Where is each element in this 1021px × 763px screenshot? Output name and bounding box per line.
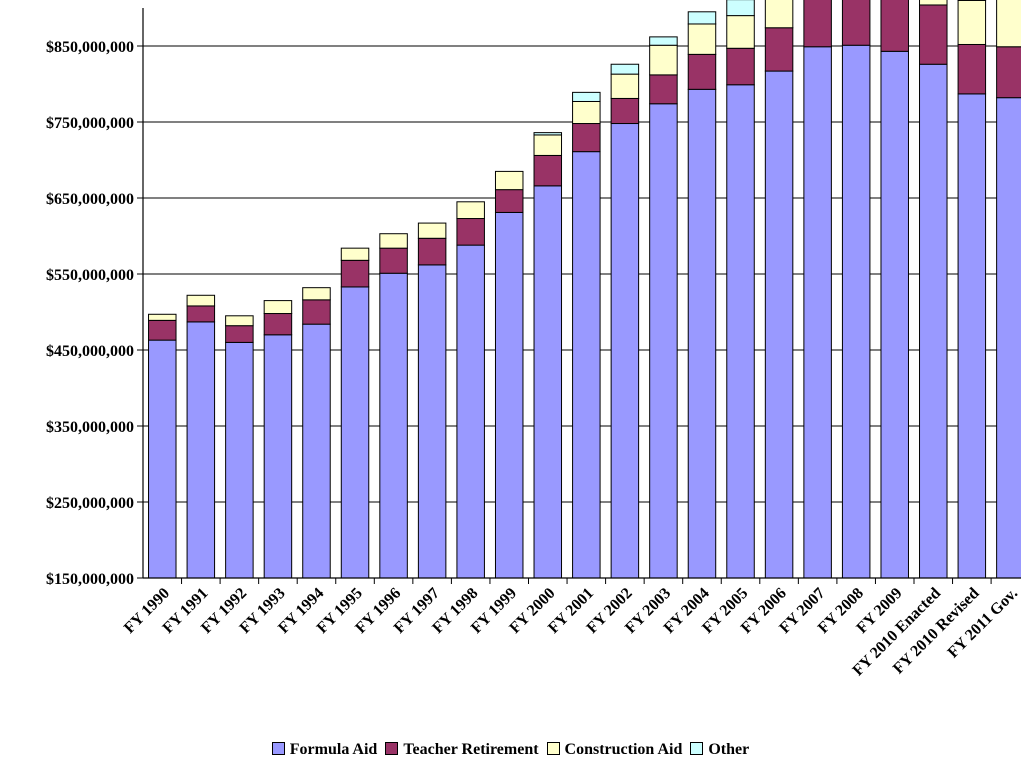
bar-segment-formula-aid — [533, 185, 563, 579]
bar-segment-construction-aid — [340, 247, 370, 261]
bar-segment-teacher-retirement — [225, 325, 254, 343]
bar-segment-formula-aid — [957, 93, 987, 579]
bar-segment-teacher-retirement — [764, 27, 794, 72]
bar-segment-other — [572, 91, 601, 102]
bar-segment-formula-aid — [417, 264, 447, 579]
legend-label: Construction Aid — [564, 741, 683, 758]
legend-item-teacher-retirement: Teacher Retirement — [385, 741, 539, 759]
bar-segment-teacher-retirement — [494, 189, 524, 213]
bar-segment-teacher-retirement — [919, 4, 948, 65]
bar-segment-other — [687, 11, 717, 25]
bar-segment-other — [726, 0, 755, 17]
y-tick-label: $850,000,000 — [46, 39, 134, 56]
bar-segment-construction-aid — [764, 0, 794, 29]
bar-segment-teacher-retirement — [417, 237, 447, 266]
bar-segment-teacher-retirement — [263, 313, 293, 336]
legend-item-other: Other — [690, 741, 749, 759]
bar-segment-construction-aid — [687, 23, 717, 55]
bar-segment-other — [649, 36, 678, 46]
y-tick-label: $650,000,000 — [46, 191, 134, 208]
y-tick-label: $450,000,000 — [46, 343, 134, 360]
bar-segment-formula-aid — [302, 323, 331, 579]
bar-segment-formula-aid — [186, 321, 216, 579]
bar-segment-teacher-retirement — [841, 0, 871, 46]
bar-segment-construction-aid — [263, 300, 293, 315]
legend-swatch — [690, 742, 704, 755]
legend-label: Other — [708, 741, 750, 758]
stacked-bar-chart: $150,000,000 $250,000,000 $350,000,000 $450… — [46, 0, 1021, 680]
bar-segment-formula-aid — [148, 339, 177, 579]
bar-segment-construction-aid — [610, 73, 640, 99]
bar-segment-formula-aid — [225, 341, 254, 579]
bar-segment-other — [610, 63, 640, 75]
y-tick-label: $250,000,000 — [46, 495, 134, 512]
y-axis-tick-labels: $150,000,000 $250,000,000 $350,000,000 $450… — [46, 39, 134, 588]
bar-segment-formula-aid — [494, 211, 524, 579]
legend-label: Teacher Retirement — [403, 741, 539, 758]
bar-segment-teacher-retirement — [186, 305, 216, 323]
bar-segment-teacher-retirement — [379, 247, 408, 274]
legend: Formula Aid Teacher Retirement Constructio… — [0, 741, 1021, 759]
bar-segment-construction-aid — [533, 134, 563, 156]
bar-segment-teacher-retirement — [803, 0, 832, 48]
bar-segment-construction-aid — [494, 170, 524, 191]
bar-segment-formula-aid — [764, 70, 794, 579]
bar-segment-formula-aid — [263, 334, 293, 579]
bar-segment-formula-aid — [456, 244, 485, 579]
bar-segment-construction-aid — [379, 233, 408, 249]
legend-label: Formula Aid — [289, 741, 378, 758]
bar-segment-teacher-retirement — [456, 218, 485, 246]
bar-segment-formula-aid — [340, 286, 370, 579]
bar-segment-construction-aid — [186, 294, 216, 307]
bar-segment-teacher-retirement — [302, 299, 331, 325]
bar-segment-formula-aid — [687, 88, 717, 579]
bar-segment-teacher-retirement — [572, 123, 601, 153]
bar-segment-construction-aid — [456, 201, 485, 220]
bar-segment-teacher-retirement — [533, 154, 563, 187]
bars — [148, 0, 1021, 579]
bar-segment-construction-aid — [996, 0, 1021, 48]
bar-segment-construction-aid — [225, 315, 254, 327]
y-tick-label: $150,000,000 — [46, 571, 134, 588]
bar-segment-teacher-retirement — [340, 259, 370, 288]
axes — [137, 8, 1021, 584]
bar-segment-teacher-retirement — [996, 46, 1021, 99]
legend-swatch — [271, 742, 285, 755]
bar-segment-formula-aid — [572, 151, 601, 579]
bar-segment-formula-aid — [880, 50, 909, 579]
y-tick-label: $750,000,000 — [46, 115, 134, 132]
bar-segment-construction-aid — [572, 100, 601, 125]
bar-segment-construction-aid — [919, 0, 948, 6]
bar-segment-formula-aid — [649, 103, 678, 579]
bar-segment-construction-aid — [957, 0, 987, 45]
bar-segment-formula-aid — [919, 63, 948, 579]
bar-segment-teacher-retirement — [957, 43, 987, 95]
bar-segment-construction-aid — [148, 313, 177, 321]
legend-swatch — [546, 742, 560, 755]
bar-segment-formula-aid — [726, 84, 755, 579]
bar-segment-other — [533, 132, 563, 136]
bar-segment-teacher-retirement — [880, 0, 909, 52]
bar-segment-formula-aid — [841, 44, 871, 579]
bar-segment-formula-aid — [379, 272, 408, 579]
legend-item-formula-aid: Formula Aid — [271, 741, 378, 759]
bar-segment-teacher-retirement — [610, 97, 640, 125]
bar-segment-construction-aid — [649, 44, 678, 76]
legend-swatch — [385, 742, 399, 755]
bar-segment-formula-aid — [803, 46, 832, 579]
bar-segment-formula-aid — [610, 123, 640, 579]
legend-item-construction-aid: Construction Aid — [546, 741, 683, 759]
bar-segment-formula-aid — [996, 97, 1021, 579]
bar-segment-construction-aid — [302, 287, 331, 301]
bar-segment-construction-aid — [726, 15, 755, 49]
bar-segment-teacher-retirement — [649, 74, 678, 105]
y-tick-label: $550,000,000 — [46, 267, 134, 284]
y-tick-label: $350,000,000 — [46, 419, 134, 436]
bar-segment-teacher-retirement — [148, 319, 177, 341]
bar-segment-construction-aid — [417, 222, 447, 239]
bar-segment-teacher-retirement — [726, 47, 755, 86]
bar-segment-teacher-retirement — [687, 53, 717, 90]
